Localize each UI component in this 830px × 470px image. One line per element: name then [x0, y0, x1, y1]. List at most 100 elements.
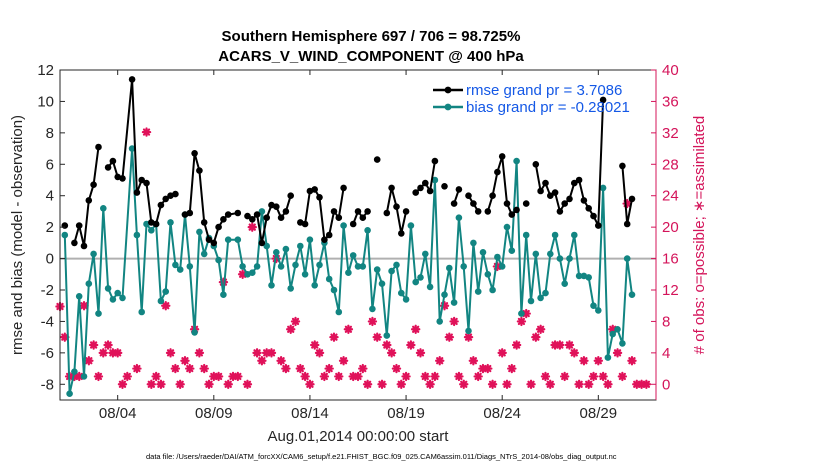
bias-point	[470, 239, 477, 247]
rmse-point	[422, 179, 429, 187]
obs-count-marker	[507, 363, 517, 374]
obs-count-marker	[358, 363, 368, 374]
rmse-point	[561, 200, 568, 207]
bias-point	[542, 289, 549, 297]
rmse-point	[109, 157, 117, 165]
y-left-tick-label: -8	[41, 376, 54, 393]
bias-point	[80, 373, 88, 380]
bias-point	[114, 289, 121, 297]
obs-count-marker	[559, 371, 570, 382]
y-left-tick-label: 0	[46, 251, 54, 268]
bias-point	[508, 247, 516, 254]
y-left-tick-label: -2	[41, 282, 54, 299]
obs-count-marker	[180, 356, 190, 366]
obs-count-marker	[281, 363, 291, 374]
obs-count-marker	[314, 348, 325, 358]
obs-count-marker	[223, 379, 233, 389]
bias-point	[349, 252, 357, 259]
obs-count-marker	[593, 356, 604, 366]
rmse-point	[191, 150, 198, 157]
obs-count-marker	[497, 348, 507, 358]
bias-point	[273, 249, 280, 256]
obs-count-marker	[252, 348, 262, 358]
rmse-point	[571, 179, 578, 187]
rmse-point	[196, 167, 203, 174]
bias-point	[518, 310, 525, 317]
obs-count-marker	[156, 379, 166, 389]
bias-point	[191, 329, 198, 336]
bias-point	[460, 263, 468, 270]
bias-point	[402, 296, 410, 303]
rmse-point	[465, 192, 472, 199]
obs-count-marker	[122, 371, 132, 382]
rmse-point	[301, 220, 309, 228]
bias-point	[354, 263, 362, 270]
obs-count-marker	[319, 371, 330, 382]
rmse-point	[340, 184, 347, 192]
bias-point	[450, 299, 458, 306]
obs-count-marker	[194, 348, 205, 358]
obs-count-marker	[165, 348, 176, 358]
obs-count-marker	[435, 356, 445, 366]
rmse-point	[311, 186, 319, 193]
bias-point	[335, 308, 343, 316]
rmse-point	[80, 242, 88, 250]
obs-count-marker	[382, 340, 392, 350]
obs-count-marker	[487, 379, 498, 389]
bias-point	[176, 266, 184, 273]
rmse-point	[90, 181, 97, 188]
bias-point	[393, 261, 400, 269]
rmse-point	[393, 203, 400, 210]
rmse-point	[383, 209, 391, 217]
bias-point	[498, 263, 506, 270]
rmse-point	[335, 214, 343, 221]
obs-count-marker	[468, 356, 479, 366]
y-left-tick-label: -6	[41, 345, 54, 362]
obs-count-marker	[617, 371, 628, 382]
rmse-point	[489, 192, 496, 199]
y-right-tick-label: 16	[662, 251, 679, 268]
bias-point	[431, 176, 439, 184]
obs-count-marker	[459, 379, 469, 389]
y-left-tick-label: 2	[46, 219, 54, 236]
obs-count-marker	[574, 379, 584, 389]
x-tick-label: 08/29	[580, 405, 618, 422]
obs-count-marker	[564, 340, 575, 350]
rmse-point	[104, 164, 112, 171]
rmse-point	[95, 143, 102, 151]
obs-count-marker	[511, 340, 522, 350]
x-tick-label: 08/14	[291, 405, 329, 422]
x-axis: 08/04 08/09 08/14 08/19 08/24 08/29	[99, 70, 617, 422]
obs-count-marker	[430, 371, 440, 382]
obs-count-marker	[266, 348, 277, 358]
obs-count-marker	[103, 340, 113, 350]
rmse-point	[273, 203, 280, 210]
obs-count-marker	[286, 324, 296, 334]
rmse-point	[186, 209, 194, 217]
y-right-tick-label: 20	[662, 219, 679, 236]
obs-count-marker	[170, 363, 181, 374]
obs-count-marker	[406, 340, 416, 350]
obs-count-marker	[540, 371, 551, 382]
bias-point	[200, 250, 208, 258]
bias-point	[575, 272, 583, 280]
bias-point	[604, 354, 612, 361]
obs-count-marker	[74, 371, 84, 382]
rmse-point	[595, 222, 602, 229]
bias-point	[301, 271, 309, 278]
bias-point	[138, 308, 145, 316]
y-right-tick-label: 36	[662, 93, 679, 110]
bias-point	[277, 263, 285, 270]
bias-point	[474, 288, 482, 295]
obs-count-marker	[444, 332, 455, 342]
bias-point	[220, 291, 227, 299]
obs-count-marker	[420, 371, 430, 382]
bias-point	[441, 291, 448, 299]
rmse-point	[498, 153, 506, 160]
rmse-point	[494, 168, 501, 176]
rmse-point	[402, 208, 410, 215]
obs-count-marker	[175, 379, 185, 389]
rmse-point	[426, 187, 434, 195]
bias-point	[494, 253, 501, 261]
